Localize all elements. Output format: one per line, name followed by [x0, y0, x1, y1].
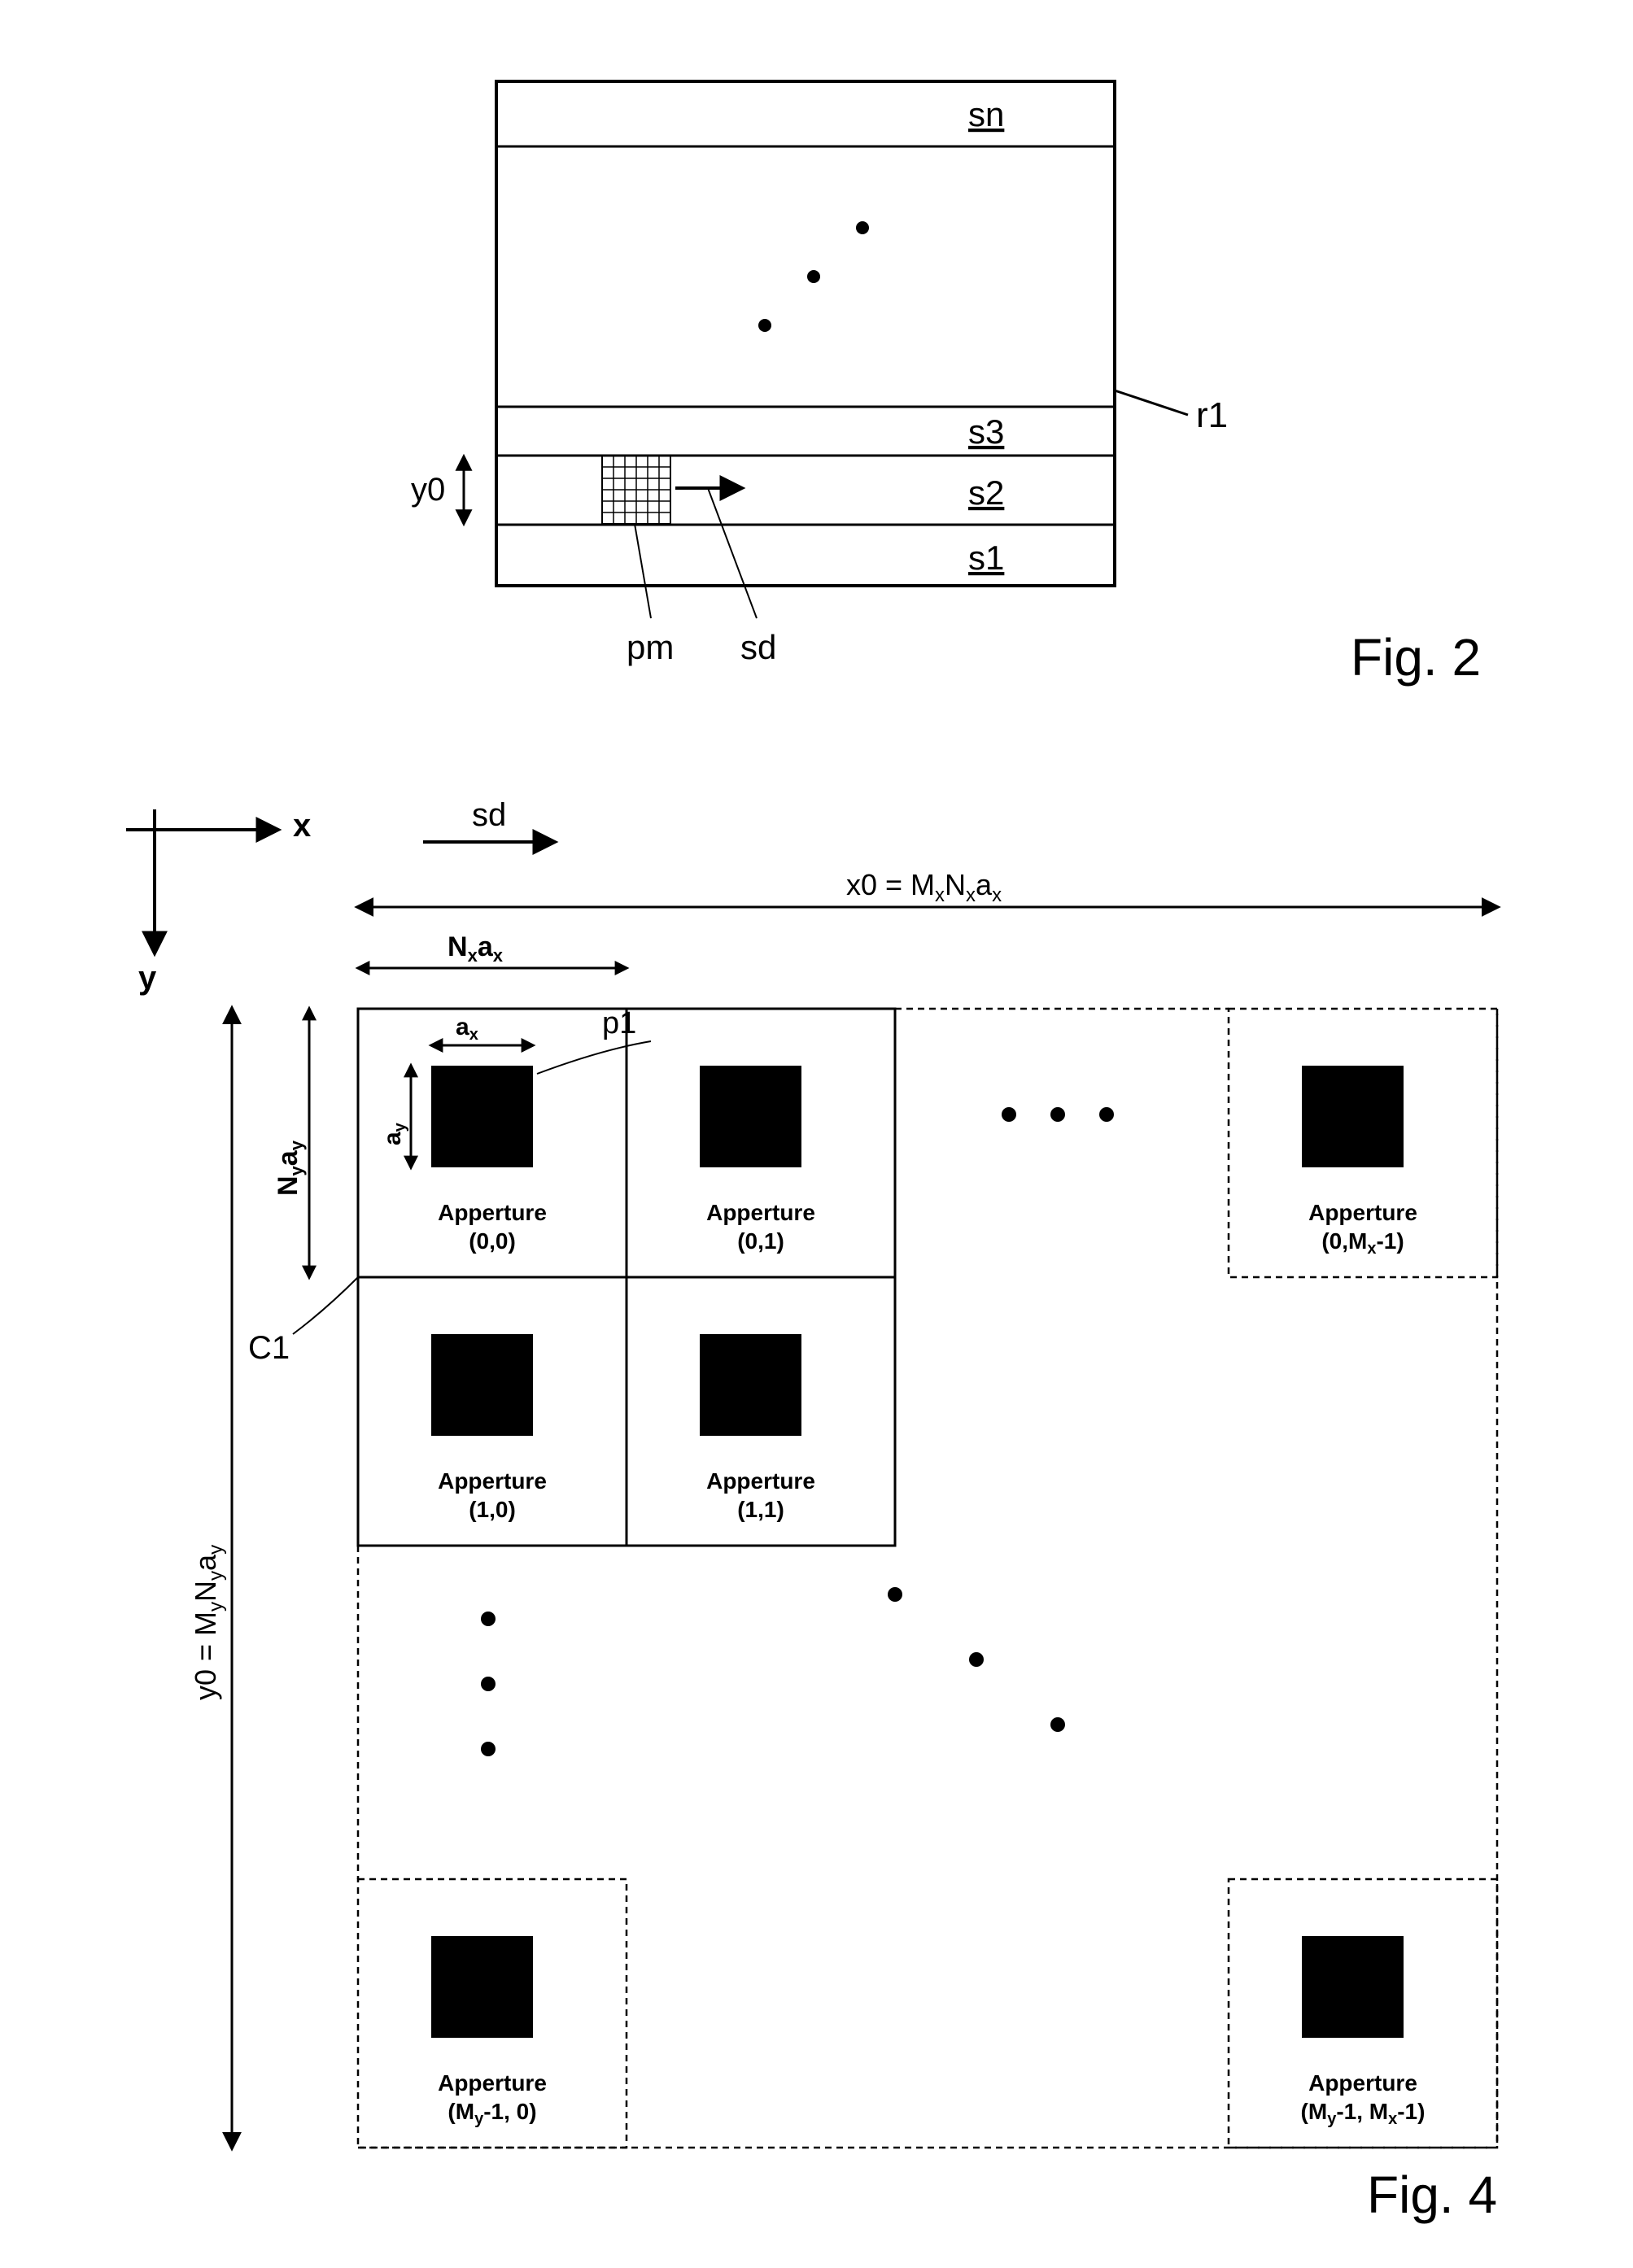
pm-grid: [602, 456, 670, 524]
aperture-label: Apperture: [1308, 1200, 1417, 1225]
aperture-square: [431, 1936, 533, 2038]
Nxax-label: Nxax: [448, 931, 504, 966]
aperture-label: Apperture: [438, 1200, 547, 1225]
aperture-square: [431, 1066, 533, 1167]
figure-2: sn s3 s2 s1 y0 r1 pm sd Fig. 2: [33, 33, 1633, 765]
figure-4: x y sd x0 = MxNxax Nxax y0 = MyNyay Nyay…: [33, 765, 1633, 2229]
aperture-square: [431, 1334, 533, 1436]
pm-label: pm: [627, 628, 674, 666]
aperture-label: Apperture: [706, 1468, 815, 1494]
aperture-label: Apperture: [438, 1468, 547, 1494]
stripe-sn-label: sn: [968, 95, 1004, 133]
page: sn s3 s2 s1 y0 r1 pm sd Fig. 2: [33, 33, 1633, 2235]
fig4-sd-label: sd: [472, 797, 506, 833]
ay-label: ay: [379, 1122, 409, 1145]
aperture-index: (0,0): [469, 1228, 516, 1254]
stripe-s1-label: s1: [968, 539, 1004, 577]
fig2-outer-rect: [496, 81, 1115, 586]
C1-label: C1: [248, 1330, 290, 1366]
aperture-label: Apperture: [438, 2070, 547, 2096]
aperture-square: [700, 1066, 801, 1167]
coord-axes: x y: [126, 808, 311, 996]
Nyay-label: Nyay: [273, 1140, 307, 1196]
aperture-index: (0,Mx-1): [1321, 1228, 1404, 1258]
aperture-label: Apperture: [1308, 2070, 1417, 2096]
fig2-dot: [758, 319, 771, 332]
sd-label: sd: [740, 628, 776, 666]
stripe-s3-label: s3: [968, 412, 1004, 451]
aperture-index: (My-1, 0): [448, 2099, 536, 2128]
x-axis-label: x: [293, 808, 311, 844]
aperture-index: (0,1): [737, 1228, 784, 1254]
aperture-square: [700, 1334, 801, 1436]
ax-label: ax: [456, 1014, 478, 1044]
aperture-index: (1,0): [469, 1497, 516, 1522]
stripe-s2-label: s2: [968, 473, 1004, 512]
p1-label: p1: [602, 1006, 636, 1040]
x0-dim-label: x0 = MxNxax: [846, 868, 1002, 906]
aperture-square: [1302, 1066, 1404, 1167]
aperture-square: [1302, 1936, 1404, 2038]
y0-label: y0: [411, 472, 445, 508]
aperture-index: (1,1): [737, 1497, 784, 1522]
fig2-dot: [856, 221, 869, 234]
r1-label: r1: [1196, 395, 1228, 435]
fig4-caption: Fig. 4: [1367, 2166, 1497, 2224]
y0-dim-label: y0 = MyNyay: [189, 1545, 227, 1700]
aperture-label: Apperture: [706, 1200, 815, 1225]
y-axis-label: y: [138, 960, 157, 996]
aperture-index: (My-1, Mx-1): [1301, 2099, 1426, 2128]
fig2-caption: Fig. 2: [1351, 628, 1481, 687]
fig2-dot: [807, 270, 820, 283]
